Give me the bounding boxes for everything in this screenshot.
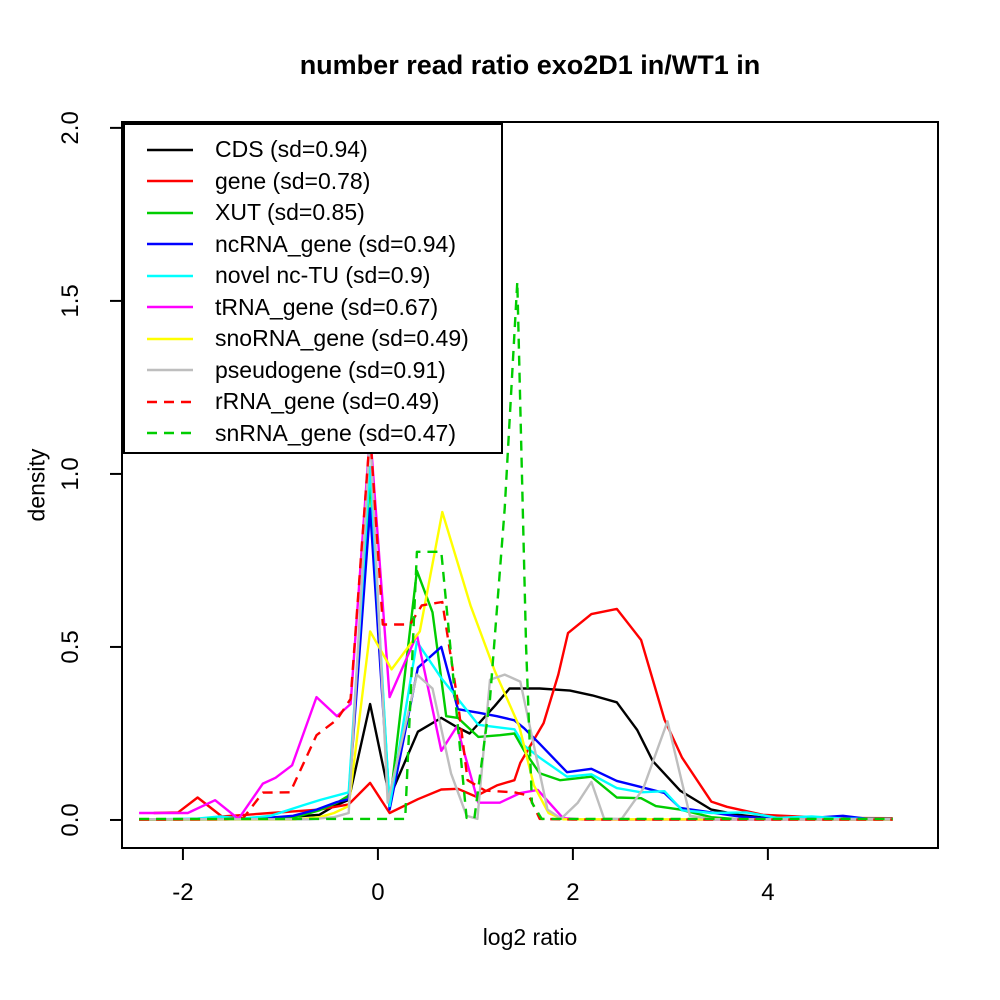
legend-item-label: gene (sd=0.78)	[215, 167, 371, 194]
legend-item-label: snRNA_gene (sd=0.47)	[215, 419, 457, 446]
legend-item-label: ncRNA_gene (sd=0.94)	[215, 230, 457, 257]
legend-line-swatch	[147, 148, 193, 152]
x-axis-label: log2 ratio	[482, 924, 578, 950]
x-tick-label: 4	[761, 879, 774, 906]
chart-title: number read ratio exo2D1 in/WT1 in	[299, 50, 761, 80]
legend-box: CDS (sd=0.94) gene (sd=0.78) XUT (sd=0.85)…	[123, 123, 503, 454]
y-tick-label: 0.5	[57, 630, 84, 663]
legend-item-label: snoRNA_gene (sd=0.49)	[215, 325, 469, 352]
legend-line-swatch	[147, 274, 193, 278]
legend-item-rrna-gene: rRNA_gene (sd=0.49)	[125, 386, 501, 418]
y-tick-label: 1.5	[57, 284, 84, 317]
legend-line-swatch	[147, 337, 193, 341]
y-tick-label: 2.0	[57, 111, 84, 144]
legend-line-swatch	[147, 211, 193, 215]
legend-item-xut: XUT (sd=0.85)	[125, 197, 501, 229]
legend-item-ncrna-gene: ncRNA_gene (sd=0.94)	[125, 229, 501, 261]
x-tick-label: -2	[172, 879, 193, 906]
legend-item-gene: gene (sd=0.78)	[125, 166, 501, 198]
legend-item-label: pseudogene (sd=0.91)	[215, 356, 446, 383]
x-tick-label: 0	[371, 879, 384, 906]
series-line-gene	[153, 607, 893, 820]
series-line-rrna-gene	[139, 431, 893, 821]
legend-item-label: novel nc-TU (sd=0.9)	[215, 262, 431, 289]
series-line-cds	[139, 687, 893, 821]
legend-line-swatch	[147, 400, 193, 404]
legend-line-swatch	[147, 431, 193, 435]
y-tick-label: 0.0	[57, 803, 84, 836]
series-line-snorna-gene	[139, 510, 893, 821]
series-line-xut	[139, 477, 893, 821]
legend-item-label: tRNA_gene (sd=0.67)	[215, 293, 439, 320]
legend-item-novel-nc-tu: novel nc-TU (sd=0.9)	[125, 260, 501, 292]
x-tick-label: 2	[566, 879, 579, 906]
series-line-novel-nc-tu	[139, 465, 893, 821]
series-line-trna-gene	[139, 431, 893, 821]
legend-line-swatch	[147, 305, 193, 309]
legend-item-cds: CDS (sd=0.94)	[125, 134, 501, 166]
y-tick-label: 1.0	[57, 457, 84, 490]
legend-item-label: XUT (sd=0.85)	[215, 199, 365, 226]
legend-item-snorna-gene: snoRNA_gene (sd=0.49)	[125, 323, 501, 355]
legend-item-label: rRNA_gene (sd=0.49)	[215, 388, 440, 415]
y-axis-label: density	[23, 448, 50, 522]
legend-item-label: CDS (sd=0.94)	[215, 136, 368, 163]
legend-line-swatch	[147, 179, 193, 183]
legend-line-swatch	[147, 368, 193, 372]
series-line-snrna-gene	[139, 280, 893, 821]
legend-item-trna-gene: tRNA_gene (sd=0.67)	[125, 292, 501, 324]
legend-item-pseudogene: pseudogene (sd=0.91)	[125, 355, 501, 387]
legend-line-swatch	[147, 242, 193, 246]
legend-item-snrna-gene: snRNA_gene (sd=0.47)	[125, 418, 501, 450]
plot-border	[121, 121, 939, 849]
series-line-pseudogene	[139, 431, 893, 821]
